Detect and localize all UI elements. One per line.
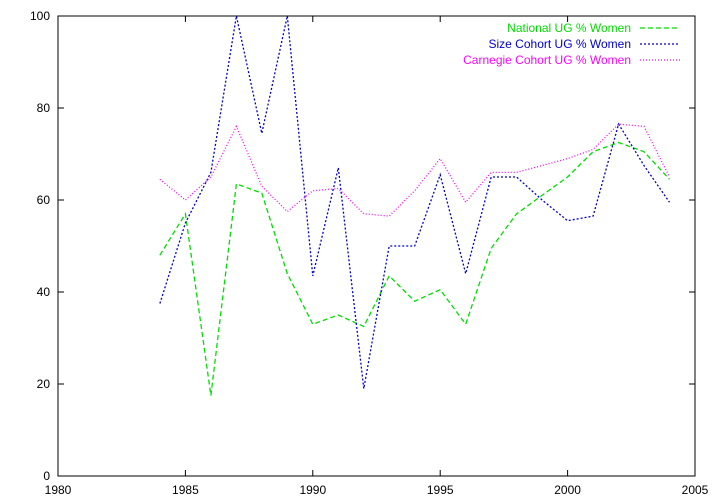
x-tick-label: 1995 bbox=[427, 483, 454, 497]
series-lines bbox=[159, 15, 671, 396]
axis-ticks: 1980 1985 1990 1995 2000 2005 0 20 40 60 80 100 bbox=[30, 9, 709, 497]
legend-label-2: Size Cohort UG % Women bbox=[489, 37, 632, 51]
series-line-2 bbox=[159, 15, 671, 389]
x-tick-label: 1985 bbox=[172, 483, 199, 497]
series-line-1 bbox=[159, 141, 670, 396]
y-tick-label: 100 bbox=[30, 9, 50, 23]
x-tick-label: 1980 bbox=[45, 483, 72, 497]
y-tick-label: 80 bbox=[37, 101, 51, 115]
y-tick-label: 20 bbox=[37, 377, 51, 391]
y-tick-label: 0 bbox=[43, 469, 50, 483]
plot-area bbox=[57, 15, 696, 477]
plot-border bbox=[57, 15, 696, 477]
y-tick-label: 40 bbox=[37, 285, 51, 299]
legend-label-3: Carnegie Cohort UG % Women bbox=[463, 53, 631, 67]
legend-label-1: National UG % Women bbox=[507, 21, 631, 35]
legend: National UG % Women Size Cohort UG % Wome… bbox=[463, 21, 680, 67]
series-line-3 bbox=[159, 123, 671, 217]
x-tick-label: 2005 bbox=[682, 483, 709, 497]
x-tick-label: 1990 bbox=[299, 483, 326, 497]
x-tick-label: 2000 bbox=[554, 483, 581, 497]
y-tick-label: 60 bbox=[37, 193, 51, 207]
